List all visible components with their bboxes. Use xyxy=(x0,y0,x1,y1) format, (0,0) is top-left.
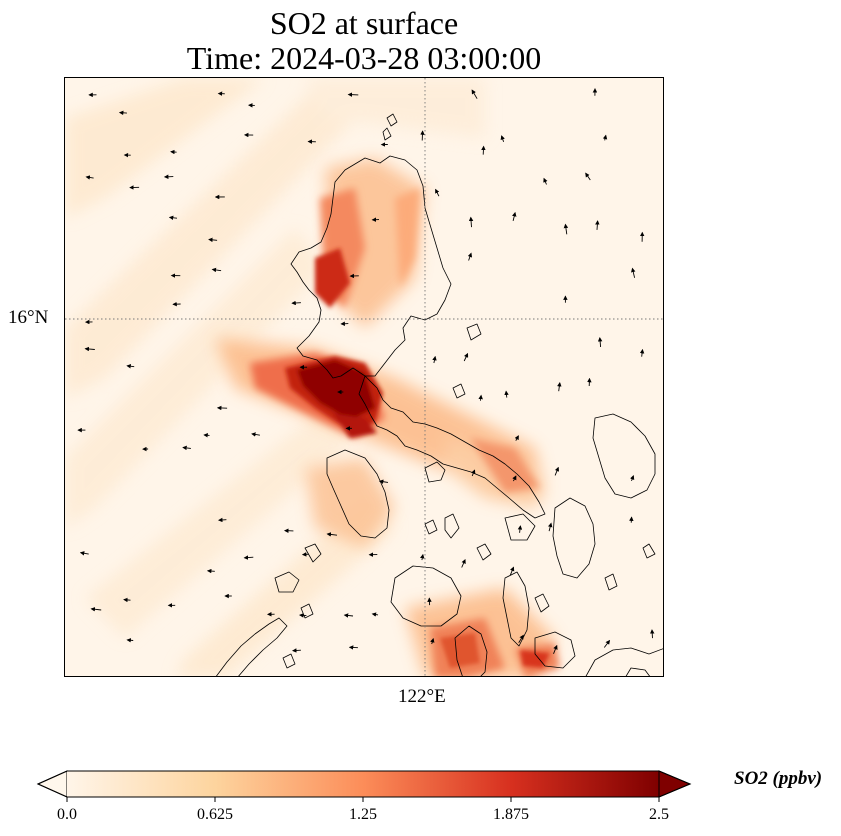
wind-vector-arrow xyxy=(595,220,600,230)
wind-vector-arrow xyxy=(471,469,476,477)
colorbar-extend-max xyxy=(658,770,692,798)
wind-vector-arrow xyxy=(420,553,425,561)
wind-vector-arrow xyxy=(84,346,95,352)
wind-vector-arrow xyxy=(79,551,89,556)
wind-vector-arrow xyxy=(603,639,611,648)
wind-vector-arrow xyxy=(512,475,517,482)
wind-vector-arrow xyxy=(126,364,135,369)
wind-vector-arrow xyxy=(211,267,222,273)
colorbar-gradient xyxy=(67,771,659,797)
wind-vector-arrow xyxy=(432,355,437,364)
wind-vector-arrow xyxy=(206,568,215,574)
lat-tick-label: 16°N xyxy=(8,307,49,328)
wind-vector-arrow xyxy=(631,267,636,278)
wind-vector-arrow xyxy=(563,223,569,235)
colorbar-label: SO2 (ppbv) xyxy=(734,768,823,789)
wind-vector-arrow xyxy=(430,637,435,645)
wind-vector-arrow xyxy=(118,110,127,116)
wind-vector-arrow xyxy=(553,644,558,654)
colorbar-tick-label: 2.5 xyxy=(649,806,669,823)
wind-vector-arrow xyxy=(548,522,553,532)
wind-vector-arrow xyxy=(585,172,591,181)
wind-vector-arrow xyxy=(509,566,515,576)
wind-vector-arrow xyxy=(168,215,178,221)
wind-vector-arrow xyxy=(500,135,505,142)
wind-vector-arrow xyxy=(512,211,517,222)
wind-vector-arrow xyxy=(504,390,509,398)
wind-vector-arrow xyxy=(292,648,301,653)
wind-vector-arrow xyxy=(343,613,354,618)
wind-vector-arrow xyxy=(170,149,177,155)
wind-vector-arrow xyxy=(543,177,548,185)
wind-vector-arrow xyxy=(463,352,469,362)
lon-tick-label: 122°E xyxy=(398,686,446,707)
colorbar-tick-label: 0.625 xyxy=(197,806,233,823)
wind-vector-arrow xyxy=(90,607,102,612)
colorbar-extend-min xyxy=(36,770,68,798)
wind-vector-arrow xyxy=(597,337,603,348)
coastlines xyxy=(216,113,663,676)
wind-vector-arrow xyxy=(208,237,218,243)
wind-vector-arrow xyxy=(435,188,440,197)
wind-vector-arrow xyxy=(478,394,483,401)
wind-vector-arrow xyxy=(218,517,227,523)
wind-vector-arrow xyxy=(468,216,474,228)
wind-vector-arrow xyxy=(461,558,466,568)
wind-vector-arrow xyxy=(514,435,519,441)
gridlines xyxy=(65,78,663,676)
map-panel xyxy=(64,77,664,677)
wind-vector-arrow xyxy=(326,532,338,537)
wind-vector-arrow xyxy=(518,634,524,643)
wind-vector-arrow xyxy=(243,555,254,560)
so2-map xyxy=(65,78,663,676)
wind-vector-arrow xyxy=(371,612,379,617)
wind-vector-arrow xyxy=(602,134,608,141)
wind-vectors xyxy=(77,88,655,654)
colorbar-tick-label: 0.0 xyxy=(57,806,77,823)
colorbar-tick-label: 1.875 xyxy=(493,806,529,823)
colorbar xyxy=(36,770,692,802)
wind-vector-arrow xyxy=(471,89,478,99)
wind-vector-arrow xyxy=(467,252,473,261)
so2-plume-field xyxy=(65,78,560,676)
wind-vector-arrow xyxy=(123,597,131,603)
wind-vector-arrow xyxy=(557,382,562,392)
wind-vector-arrow xyxy=(126,638,134,643)
wind-vector-arrow xyxy=(649,629,655,639)
wind-vector-arrow xyxy=(517,525,523,533)
wind-vector-arrow xyxy=(299,613,307,618)
wind-vector-arrow xyxy=(291,300,301,306)
colorbar-tick-label: 1.25 xyxy=(349,806,377,823)
wind-vector-arrow xyxy=(639,348,645,357)
map-title-line1: SO2 at surface xyxy=(269,5,459,41)
wind-vector-arrow xyxy=(630,475,635,482)
wind-vector-arrow xyxy=(182,445,191,451)
wind-vector-arrow xyxy=(378,479,389,484)
wind-vector-arrow xyxy=(251,432,260,437)
wind-vector-arrow xyxy=(554,466,560,476)
wind-vector-arrow xyxy=(85,175,94,180)
map-title-line2: Time: 2024-03-28 03:00:00 xyxy=(186,40,542,76)
